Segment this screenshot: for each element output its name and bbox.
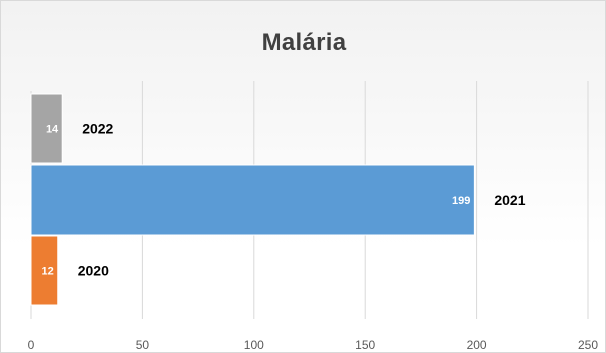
data-label: 12 <box>41 266 53 278</box>
bar <box>30 93 63 164</box>
bar <box>30 164 475 236</box>
x-tick-label: 250 <box>578 338 598 352</box>
category-label: 2021 <box>494 192 525 208</box>
category-label: 2020 <box>78 263 109 279</box>
x-tick-label: 100 <box>244 338 264 352</box>
x-tick-label: 0 <box>28 338 35 352</box>
data-label: 199 <box>452 195 470 207</box>
bar <box>30 235 59 306</box>
x-tick-label: 200 <box>467 338 487 352</box>
x-tick-label: 150 <box>355 338 375 352</box>
x-tick-label: 50 <box>136 338 150 352</box>
category-label: 2022 <box>82 121 113 137</box>
chart-title: Malária <box>261 29 347 56</box>
data-label: 14 <box>46 124 59 136</box>
